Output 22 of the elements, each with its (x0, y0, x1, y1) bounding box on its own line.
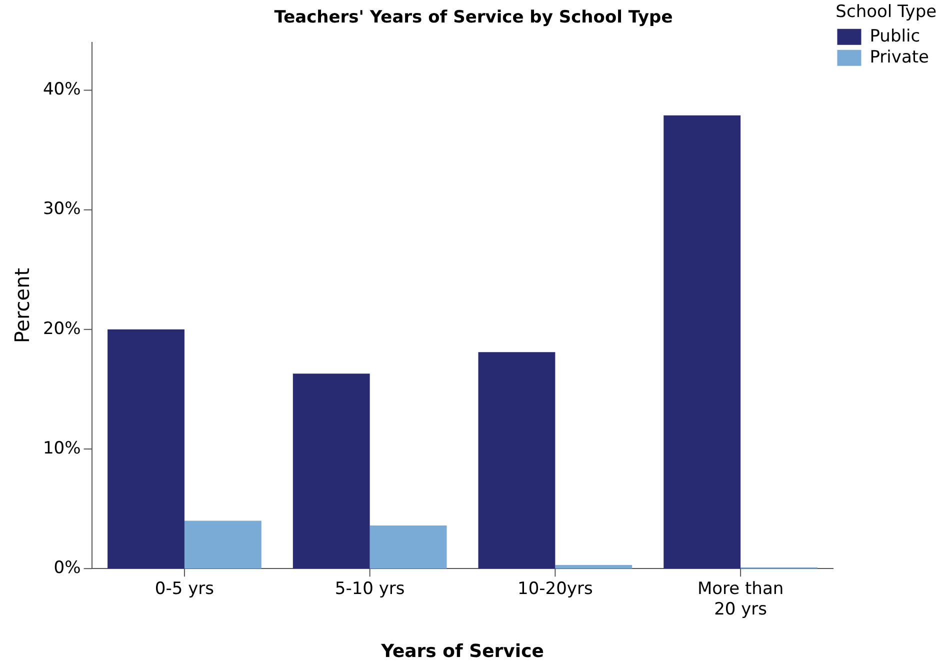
bar (664, 115, 741, 569)
y-axis-title: Percent (10, 268, 34, 344)
x-tick-label: 5-10 yrs (334, 579, 405, 600)
bar (292, 374, 370, 569)
y-tick-label: 40% (42, 80, 81, 100)
y-tick-label: 0% (54, 558, 81, 578)
y-tick-label: 20% (42, 318, 81, 339)
bar (370, 526, 447, 569)
y-tick-label: 10% (42, 438, 81, 458)
x-axis-title: Years of Service (380, 640, 544, 662)
bar (478, 352, 556, 569)
x-tick-label: More than 20 yrs (697, 579, 784, 620)
bar (108, 329, 184, 569)
bar (184, 520, 262, 569)
x-tick-label: 0-5 yrs (154, 579, 214, 600)
chart-title: Teachers' Years of Service by School Type (274, 8, 673, 28)
legend-title: School Type (836, 2, 937, 22)
x-tick-label: 10-20yrs (518, 579, 593, 600)
y-tick-label: 30% (42, 199, 81, 220)
legend-label: Public (870, 26, 920, 46)
legend-label: Private (870, 47, 930, 68)
bar (555, 565, 632, 569)
